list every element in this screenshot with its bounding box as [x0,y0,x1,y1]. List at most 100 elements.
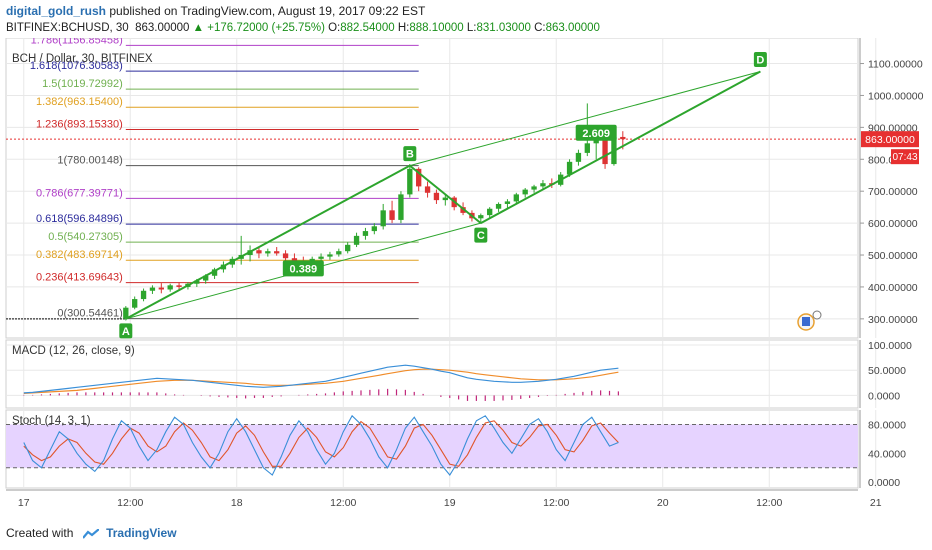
event-count-icon [812,310,822,320]
macd-tick-label: 100.0000 [868,340,912,352]
candle-body [353,235,360,245]
stoch-k-line [23,414,619,476]
close-label: C: [534,22,546,34]
ratio-label-box [282,260,324,277]
price-tick-label: 1100.00000 [868,59,923,71]
macd-title: MACD (12, 26, close, 9) [12,345,135,357]
macd-line [23,364,619,394]
pane-border-0 [5,38,859,339]
fib-level-label: 1(780.00148) [57,155,122,167]
author-link[interactable]: digital_gold_rush [6,4,107,18]
pattern-line-bc [409,164,482,224]
last-price: 863.00000 [135,22,190,34]
time-tick-label: 12:00 [543,497,569,509]
ratio-label-text: 0.389 [290,263,318,275]
tradingview-brand[interactable]: TradingView [106,526,177,540]
price-tick-label: 900.00000 [868,122,918,134]
price-tick-label: 400.00000 [868,282,918,294]
footer: Created with TradingView [6,526,177,540]
candle-body [167,285,173,290]
candle-body [132,299,138,308]
fib-level-label: 0.5(540.27305) [48,231,123,243]
price-tick-label: 700.00000 [868,186,918,198]
pattern-point-marker [753,52,767,68]
candle-body [424,186,431,193]
publish-info: digital_gold_rush published on TradingVi… [6,4,425,18]
candle-body [336,251,342,255]
candle-body [380,210,386,227]
candle-body [140,290,147,300]
event-flag-icon-fill [802,317,810,326]
candle-body [265,251,271,254]
candle-body [620,136,626,140]
candle-body [203,275,209,281]
pattern-point-label: B [406,149,414,161]
fib-level-label: 0.382(483.69714) [36,249,123,261]
candle-body [522,189,528,195]
ratio-label-text: 2.609 [582,128,610,140]
pattern-line-ab [125,164,411,320]
fib-level-label: 0(300.54461) [57,308,122,320]
chart-canvas[interactable]: 17 12:00 18 12:00 19 12:00 20 12:00 21 300.00000 4… [0,38,932,524]
candle-body [389,210,395,220]
pattern-point-marker [119,323,133,339]
stoch-tick-label: 80.0000 [868,419,906,431]
candle-body [282,253,289,259]
published-text: published on TradingView.com, August 19,… [109,4,426,18]
candle-body [504,201,511,204]
low-label: L: [466,22,477,34]
candle-body [176,285,182,287]
price-pane-title: BCH / Dollar, 30, BITFINEX [12,53,153,65]
macd-tick-label: 50.0000 [868,365,906,377]
close-value: 863.00000 [545,22,600,34]
pattern-point-marker [403,146,417,162]
candle-body [478,215,484,219]
price-tick-label: 500.00000 [868,250,918,262]
candle-body [371,226,377,232]
fib-level-label: 1.236(893.15330) [36,119,123,131]
pattern-point-label: C [477,230,485,242]
candle-body [291,258,298,263]
candle-body [318,256,324,259]
candle-body [575,152,582,162]
stoch-tick-label: 0.0000 [868,477,900,489]
candle-body [211,269,218,276]
candle-body [123,307,129,319]
time-tick-label: 21 [870,497,882,509]
candle-body [442,197,448,201]
time-tick-label: 19 [444,497,456,509]
pattern-point-label: A [122,326,130,338]
candle-body [495,203,502,209]
pattern-point-marker [474,227,488,243]
current-price-badge-text: 863.00000 [865,134,915,146]
candle-body [398,194,404,220]
chart-header: digital_gold_rush published on TradingVi… [0,0,932,40]
price-tick-label: 1000.00000 [868,90,924,102]
candle-body [362,231,369,236]
time-tick-label: 12:00 [330,497,356,509]
open-label: O: [328,22,341,34]
stoch-d-line [23,420,619,467]
candle-body [513,194,519,202]
candle-body [256,250,262,254]
fib-level-label: 1.618(1076.30583) [30,60,123,72]
fib-level-label: 1.5(1019.72992) [42,78,123,90]
fib-level-label: 1.786(1156.85458) [31,38,123,46]
symbol-name: BITFINEX:BCHUSD, 30 [6,22,129,34]
symbol-info: BITFINEX:BCHUSD, 30 863.00000 ▲ +176.720… [6,22,600,34]
candle-body [327,254,333,257]
candle-body [274,251,280,254]
stoch-tick-label: 40.0000 [868,448,906,460]
candle-body [540,183,546,187]
candle-body [584,143,590,153]
created-with-text: Created with [6,526,74,540]
candle-body [487,208,493,216]
price-change: ▲ +176.72000 (+25.75%) [192,22,325,34]
pattern-line-bd [409,71,761,167]
time-tick-label: 12:00 [756,497,782,509]
candle-body [158,287,164,290]
tradingview-logo-icon [82,528,99,539]
current-price-badge [861,131,919,148]
fib-level-label: 0.618(596.84896) [36,213,123,225]
candle-body [407,168,413,195]
